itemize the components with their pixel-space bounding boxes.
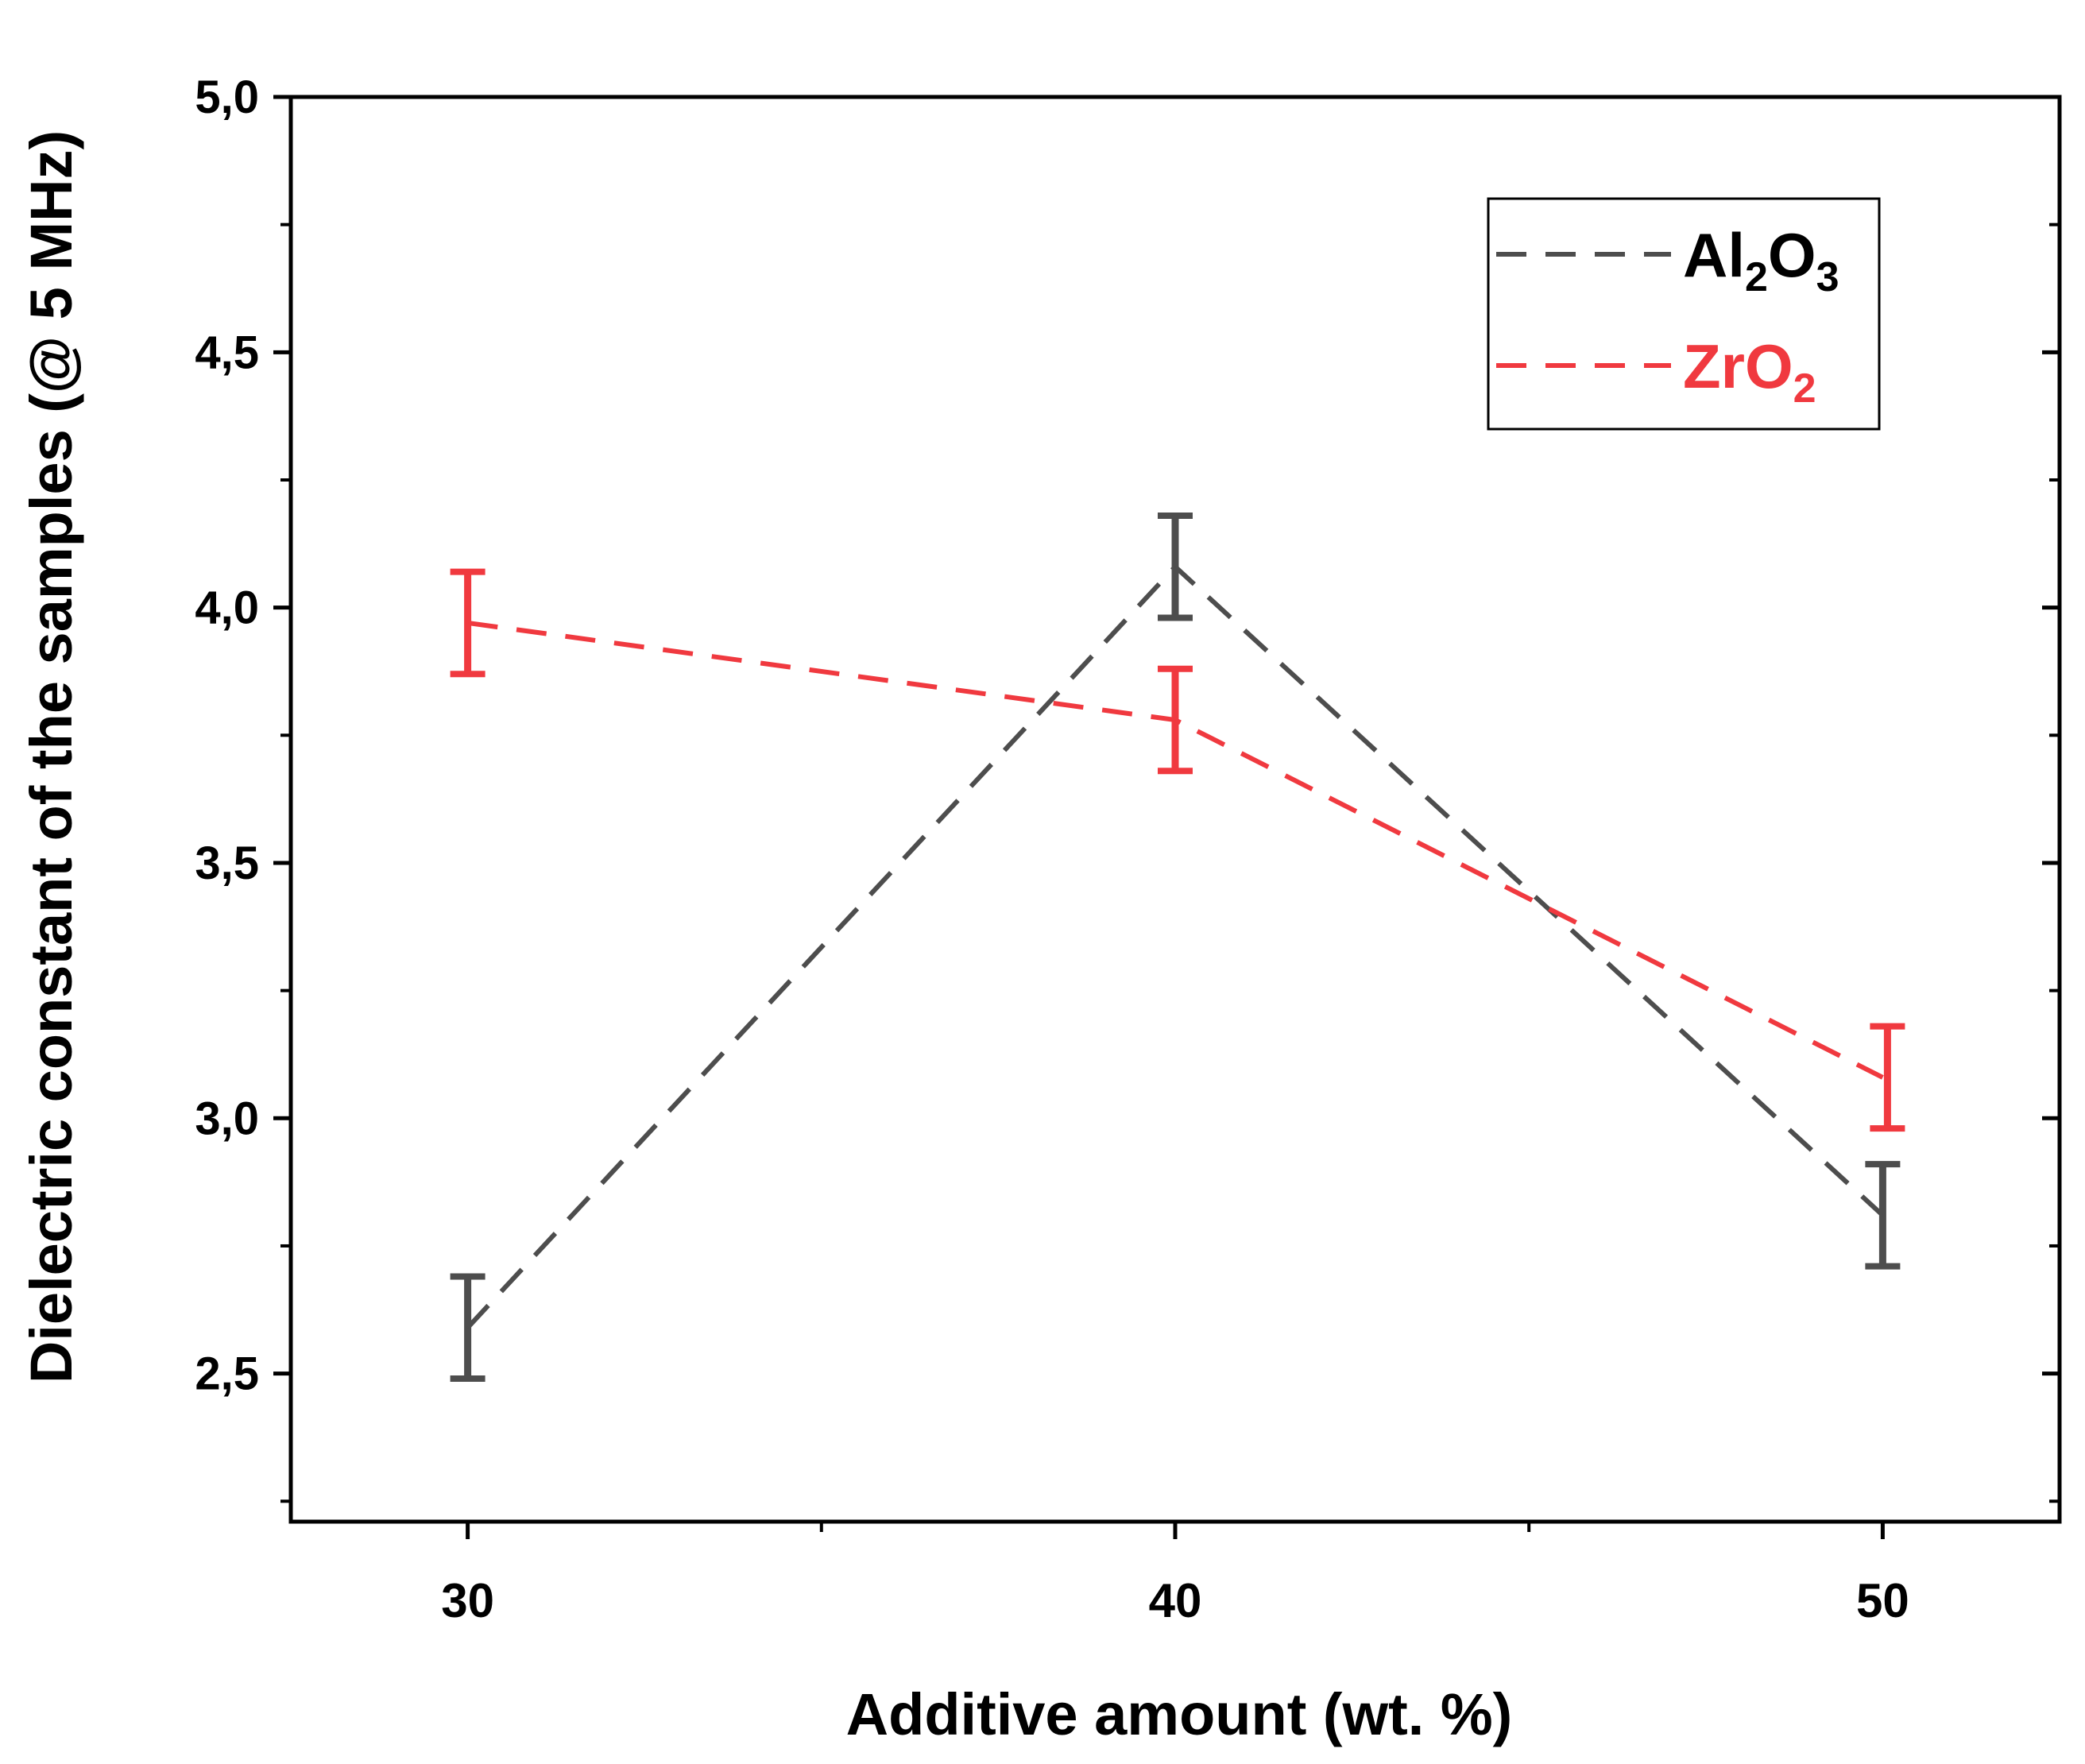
- y-tick-label: 2,5: [195, 1348, 259, 1400]
- legend-text-part: 2: [1745, 254, 1768, 300]
- y-tick-label: 4,5: [195, 327, 259, 378]
- x-tick-label: 40: [1149, 1574, 1202, 1627]
- error-bar-Al2O3-50: [1865, 1161, 1901, 1270]
- legend-label-Al2O3: Al2O3: [1683, 220, 1839, 300]
- legend-text-part: 3: [1816, 254, 1839, 300]
- legend-text-part: 2: [1793, 366, 1816, 412]
- error-bar-ZrO2-40: [1158, 665, 1193, 775]
- y-axis-title: Dielectric constant of the samples (@ 5 …: [18, 130, 84, 1383]
- data-point: [1886, 1076, 1889, 1078]
- x-tick-label: 30: [441, 1574, 494, 1627]
- legend-text-part: O: [1768, 220, 1816, 290]
- x-tick-label: 50: [1856, 1574, 1909, 1627]
- data-point: [466, 621, 469, 624]
- data-point: [1174, 719, 1176, 721]
- legend-label-ZrO2: ZrO2: [1683, 331, 1816, 412]
- data-point: [466, 1326, 469, 1329]
- data-point: [1174, 566, 1176, 568]
- x-axis-title: Additive amount (wt. %): [846, 1681, 1513, 1747]
- legend-text-part: Al: [1683, 220, 1745, 290]
- data-point: [1882, 1214, 1884, 1217]
- error-bar-Al2O3-40: [1158, 512, 1193, 621]
- legend-text-part: ZrO: [1683, 331, 1793, 401]
- y-tick-label: 3,5: [195, 838, 259, 889]
- y-tick-label: 4,0: [195, 582, 259, 634]
- y-tick-label: 3,0: [195, 1093, 259, 1144]
- y-tick-label: 5,0: [195, 72, 259, 123]
- legend-box: [1487, 197, 1881, 431]
- error-bar-ZrO2-50: [1870, 1023, 1905, 1132]
- error-bar-Al2O3-30: [450, 1273, 485, 1383]
- error-bar-ZrO2-30: [450, 568, 485, 678]
